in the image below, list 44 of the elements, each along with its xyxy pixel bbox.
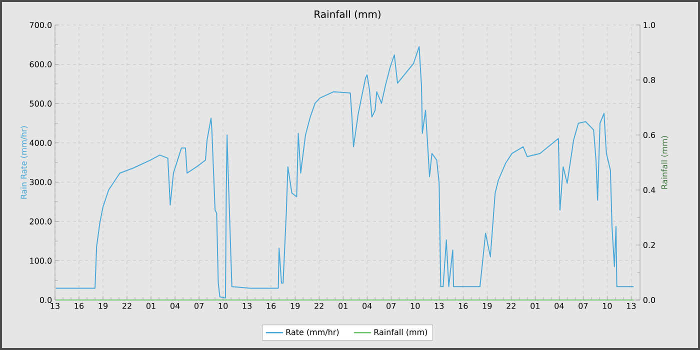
x-tick-label: 07 — [386, 302, 396, 309]
x-tick-label: 16 — [74, 302, 84, 309]
x-tick-label: 07 — [194, 302, 204, 309]
x-tick-label: 13 — [627, 302, 636, 309]
legend-label: Rainfall (mm) — [374, 328, 428, 336]
y-tick-label: 300.0 — [30, 179, 52, 186]
x-tick-label: 22 — [506, 302, 516, 309]
y-axis-title: Rain Rate (mm/hr) — [20, 126, 28, 199]
y-tick-label: 500.0 — [30, 100, 52, 107]
legend-label: Rate (mm/hr) — [286, 328, 339, 336]
x-tick-label: 19 — [290, 302, 300, 309]
x-tick-label: 01 — [530, 302, 540, 309]
y-tick-label: 100.0 — [30, 258, 52, 264]
x-tick-label: 10 — [410, 302, 420, 309]
x-tick-label: 04 — [554, 302, 564, 309]
y2-tick-label: 0.6 — [643, 132, 656, 138]
x-tick-label: 22 — [314, 302, 324, 309]
y2-axis-title: Rainfall (mm) — [661, 136, 668, 189]
y-tick-label: 200.0 — [30, 218, 52, 224]
y2-tick-label: 0.4 — [643, 186, 656, 194]
x-tick-label: 01 — [338, 302, 348, 309]
x-tick-label: 13 — [50, 302, 60, 309]
x-tick-label: 16 — [266, 302, 276, 309]
y2-tick-label: 1.0 — [644, 22, 656, 28]
y-tick-label: 700.0 — [30, 22, 52, 28]
y2-tick-label: 0.8 — [643, 76, 656, 84]
chart-title: Rainfall (mm) — [314, 10, 380, 20]
x-tick-label: 16 — [458, 302, 468, 309]
x-tick-label: 04 — [362, 302, 372, 309]
x-tick-label: 13 — [242, 302, 252, 309]
y-tick-label: 0.0 — [40, 296, 52, 304]
x-tick-label: 10 — [602, 302, 612, 309]
y-tick-label: 600.0 — [30, 61, 52, 68]
x-tick-label: 10 — [218, 302, 228, 309]
x-tick-label: 22 — [122, 302, 132, 309]
x-tick-label: 13 — [434, 302, 444, 309]
x-tick-label: 19 — [482, 302, 492, 309]
y2-tick-label: 0.0 — [643, 296, 656, 304]
x-tick-label: 19 — [98, 302, 108, 309]
x-tick-label: 07 — [578, 302, 588, 309]
x-tick-label: 04 — [170, 302, 180, 309]
y2-tick-label: 0.2 — [643, 242, 655, 248]
y-tick-label: 400.0 — [30, 140, 52, 146]
x-tick-label: 01 — [146, 302, 156, 309]
